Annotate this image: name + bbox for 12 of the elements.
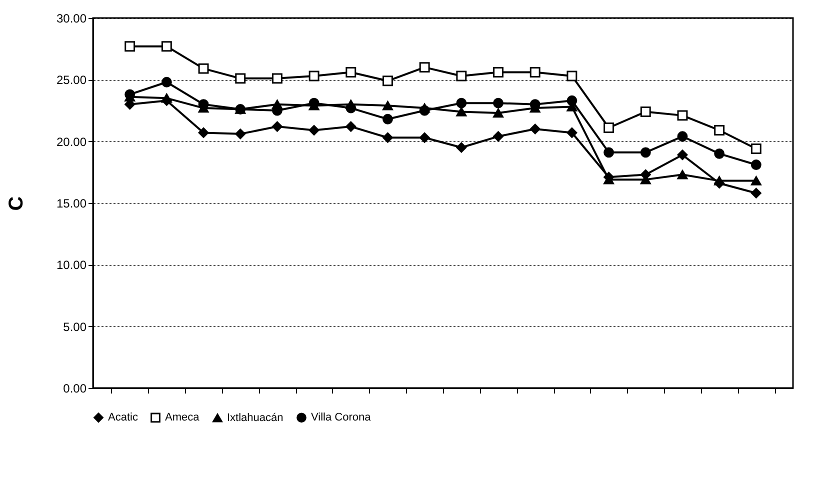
y-tick-label: 10.00 xyxy=(56,258,87,272)
y-axis-title: C xyxy=(5,196,28,211)
legend-label: Ixtlahuacán xyxy=(227,412,284,424)
legend-label: Villa Corona xyxy=(311,412,372,424)
legend-label: Acatic xyxy=(108,412,138,424)
y-tick-label: 0.00 xyxy=(63,382,87,396)
y-tick-label: 5.00 xyxy=(63,320,87,334)
y-tick-label: 30.00 xyxy=(56,12,87,26)
legend-label: Ameca xyxy=(165,412,200,424)
y-tick-label: 25.00 xyxy=(56,73,87,88)
y-tick-label: 15.00 xyxy=(56,196,87,210)
y-tick-label: 20.00 xyxy=(56,134,87,149)
